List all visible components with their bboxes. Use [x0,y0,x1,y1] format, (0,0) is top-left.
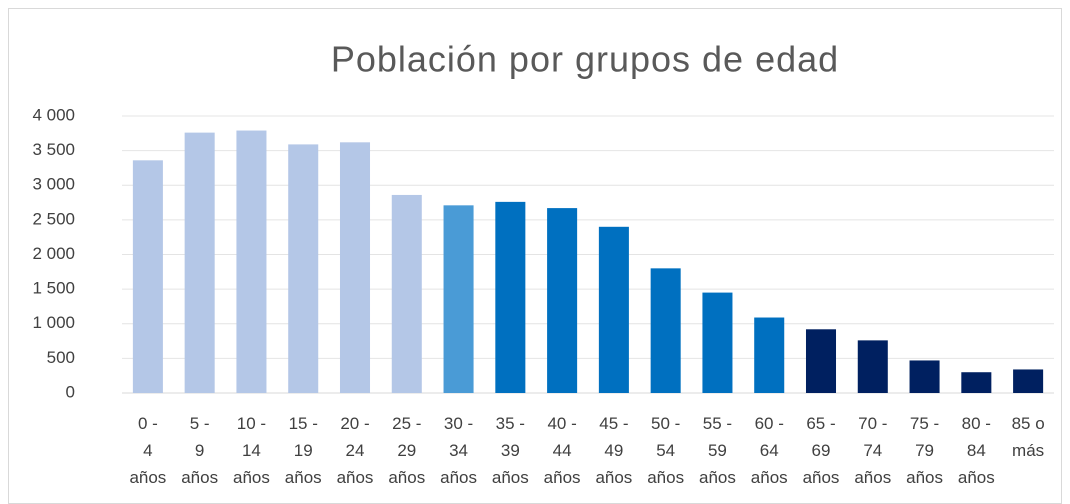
x-tick-label: 30 -34 años [440,414,477,487]
x-tick-label: 85 o más [1012,414,1045,460]
y-tick-label: 500 [47,348,75,367]
y-tick-label: 2 000 [32,244,75,263]
bar [961,372,992,393]
bar [495,201,526,393]
chart-frame [8,8,1062,504]
bar [805,329,837,393]
x-tick-label: 45 -49 años [595,414,632,487]
y-tick-label: 4 000 [32,105,75,124]
bar [391,194,422,393]
bar [547,208,578,393]
y-tick-label: 3 000 [32,175,75,194]
bar [288,144,319,393]
x-tick-label: 75 -79 años [906,414,943,487]
x-tick-label: 15 -19 años [285,414,322,487]
y-tick-label: 1 500 [32,279,75,298]
y-tick-label: 3 500 [32,140,75,159]
bar [339,142,371,393]
bar [598,226,629,393]
y-tick-label: 2 500 [32,209,75,228]
bar [132,160,163,393]
x-tick-label: 25 -29 años [388,414,425,487]
bar [184,132,215,393]
x-tick-label: 10 -14 años [233,414,270,487]
x-tick-label: 20 -24 años [337,414,374,487]
x-tick-label: 0 -4 años [129,414,166,487]
x-tick-label: 60 -64 años [751,414,788,487]
x-tick-label: 50 -54 años [647,414,684,487]
x-tick-label: 40 -44 años [544,414,581,487]
y-tick-label: 0 [66,382,75,401]
bar [702,292,733,393]
bar [857,340,888,393]
y-tick-label: 1 000 [32,313,75,332]
bar [443,205,474,393]
x-tick-label: 70 -74 años [854,414,891,487]
bar [909,360,940,393]
bar [650,268,681,393]
x-tick-label: 80 -84 años [958,414,995,487]
bar [754,317,785,393]
x-tick-label: 5 -9 años [181,414,218,487]
x-tick-label: 55 -59 años [699,414,736,487]
x-tick-label: 35 -39 años [492,414,529,487]
x-tick-label: 65 -69 años [803,414,840,487]
bar [236,130,267,394]
chart-title: Población por grupos de edad [331,39,839,80]
bar [1013,369,1044,393]
